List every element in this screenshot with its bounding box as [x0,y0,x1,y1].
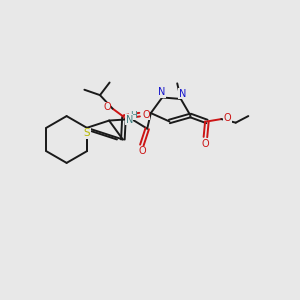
Text: N: N [125,115,133,125]
Text: O: O [138,146,146,156]
Text: N: N [178,89,186,99]
Text: O: O [224,112,231,123]
Text: H: H [130,111,136,120]
Text: O: O [142,110,150,120]
Text: O: O [202,139,209,149]
Text: S: S [84,128,90,138]
Text: N: N [158,87,165,98]
Text: O: O [103,102,111,112]
